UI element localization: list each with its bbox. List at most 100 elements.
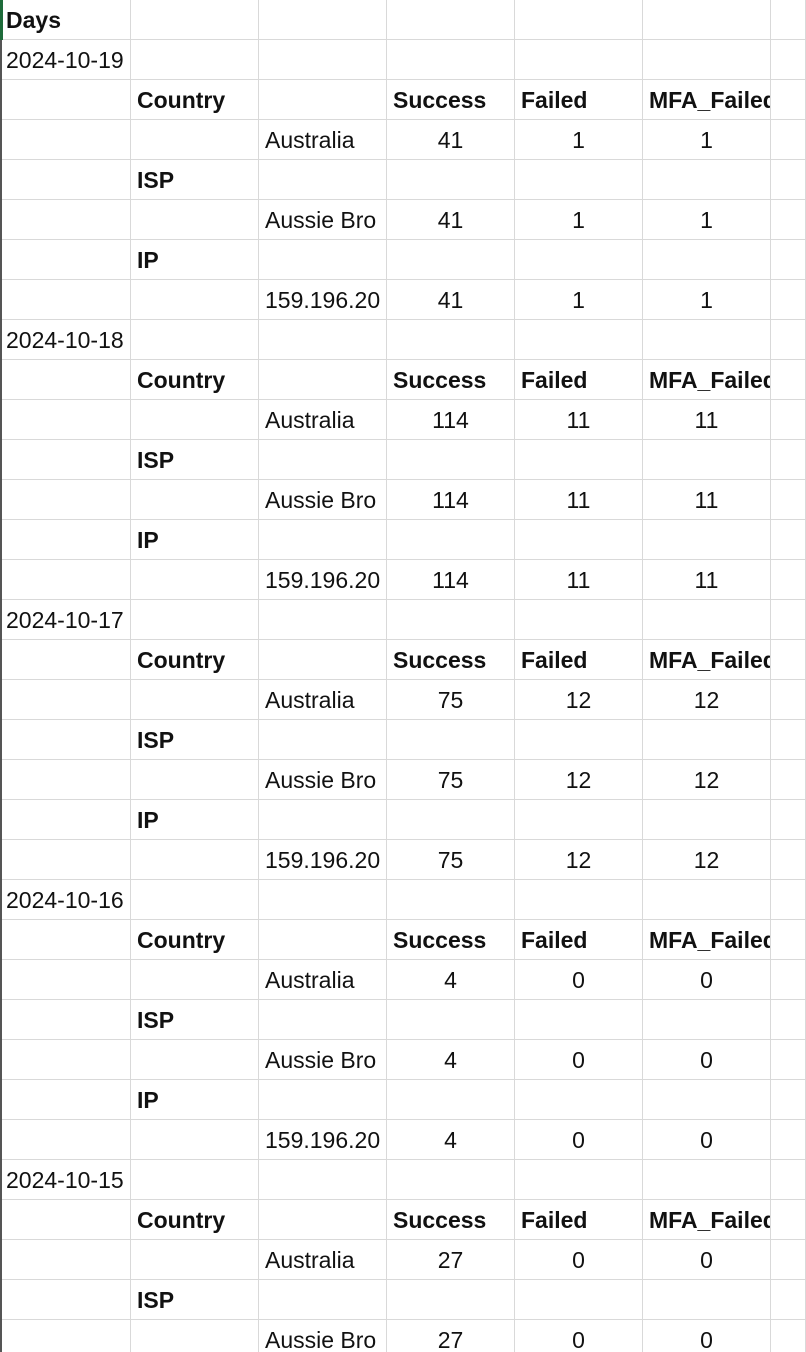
cell[interactable] bbox=[771, 200, 806, 240]
cell[interactable] bbox=[771, 880, 806, 920]
cell[interactable] bbox=[515, 1080, 643, 1120]
cell[interactable] bbox=[259, 160, 387, 200]
cell[interactable] bbox=[131, 840, 259, 880]
cell-text[interactable]: 4 bbox=[387, 1040, 515, 1080]
cell[interactable] bbox=[771, 1160, 806, 1200]
cell[interactable] bbox=[259, 80, 387, 120]
cell[interactable] bbox=[259, 520, 387, 560]
cell[interactable] bbox=[0, 1080, 131, 1120]
cell[interactable] bbox=[259, 1000, 387, 1040]
cell[interactable] bbox=[0, 1000, 131, 1040]
cell[interactable] bbox=[259, 1160, 387, 1200]
cell-text[interactable]: 114 bbox=[387, 400, 515, 440]
cell[interactable] bbox=[131, 1160, 259, 1200]
cell[interactable] bbox=[771, 280, 806, 320]
cell[interactable] bbox=[0, 1320, 131, 1352]
cell-text[interactable]: Success bbox=[387, 640, 515, 680]
cell-text[interactable]: ISP bbox=[131, 160, 259, 200]
cell-text[interactable]: MFA_Failed bbox=[643, 360, 771, 400]
cell[interactable] bbox=[515, 440, 643, 480]
cell[interactable] bbox=[643, 520, 771, 560]
cell[interactable] bbox=[259, 600, 387, 640]
cell[interactable] bbox=[259, 440, 387, 480]
cell[interactable] bbox=[131, 1120, 259, 1160]
cell[interactable] bbox=[771, 680, 806, 720]
cell-text[interactable]: 0 bbox=[515, 1040, 643, 1080]
cell[interactable] bbox=[515, 240, 643, 280]
cell[interactable] bbox=[387, 1080, 515, 1120]
cell-text[interactable]: Failed bbox=[515, 80, 643, 120]
cell[interactable] bbox=[771, 480, 806, 520]
cell[interactable] bbox=[259, 1200, 387, 1240]
cell-text[interactable]: Aussie Bro bbox=[259, 1040, 387, 1080]
cell[interactable] bbox=[0, 480, 131, 520]
cell-text[interactable]: 2024-10-16 bbox=[0, 880, 131, 920]
cell[interactable] bbox=[259, 360, 387, 400]
cell[interactable] bbox=[643, 240, 771, 280]
cell-text[interactable]: IP bbox=[131, 240, 259, 280]
cell-text[interactable]: 12 bbox=[643, 840, 771, 880]
cell-text[interactable]: 12 bbox=[643, 760, 771, 800]
cell-text[interactable]: 159.196.20 bbox=[259, 1120, 387, 1160]
cell[interactable] bbox=[387, 40, 515, 80]
cell[interactable] bbox=[771, 1280, 806, 1320]
cell[interactable] bbox=[643, 1160, 771, 1200]
cell[interactable] bbox=[771, 240, 806, 280]
cell-text[interactable]: 11 bbox=[643, 560, 771, 600]
cell[interactable] bbox=[259, 880, 387, 920]
cell[interactable] bbox=[515, 520, 643, 560]
cell[interactable] bbox=[515, 160, 643, 200]
cell-text[interactable]: 0 bbox=[643, 960, 771, 1000]
cell[interactable] bbox=[771, 1080, 806, 1120]
cell-text[interactable]: 1 bbox=[643, 120, 771, 160]
cell[interactable] bbox=[643, 1080, 771, 1120]
cell-text[interactable]: 114 bbox=[387, 480, 515, 520]
cell-text[interactable]: ISP bbox=[131, 1280, 259, 1320]
cell[interactable] bbox=[771, 80, 806, 120]
cell[interactable] bbox=[771, 920, 806, 960]
cell[interactable] bbox=[643, 800, 771, 840]
cell-text[interactable]: Success bbox=[387, 920, 515, 960]
cell[interactable] bbox=[131, 400, 259, 440]
cell[interactable] bbox=[0, 680, 131, 720]
cell[interactable] bbox=[131, 200, 259, 240]
cell[interactable] bbox=[771, 1320, 806, 1352]
cell-text[interactable]: 4 bbox=[387, 960, 515, 1000]
cell[interactable] bbox=[387, 320, 515, 360]
cell-text[interactable]: Australia bbox=[259, 120, 387, 160]
cell-text[interactable]: Success bbox=[387, 1200, 515, 1240]
cell[interactable] bbox=[387, 800, 515, 840]
cell-text[interactable]: 11 bbox=[643, 400, 771, 440]
cell[interactable] bbox=[771, 1200, 806, 1240]
cell[interactable] bbox=[643, 1280, 771, 1320]
cell-text[interactable]: 11 bbox=[515, 480, 643, 520]
cell[interactable] bbox=[771, 720, 806, 760]
cell[interactable] bbox=[643, 440, 771, 480]
cell-text[interactable]: 0 bbox=[643, 1120, 771, 1160]
cell[interactable] bbox=[771, 160, 806, 200]
cell[interactable] bbox=[259, 640, 387, 680]
cell-text[interactable]: MFA_Failed bbox=[643, 1200, 771, 1240]
cell[interactable] bbox=[131, 680, 259, 720]
cell-text[interactable]: 41 bbox=[387, 120, 515, 160]
cell[interactable] bbox=[387, 1160, 515, 1200]
cell[interactable] bbox=[771, 1040, 806, 1080]
cell[interactable] bbox=[771, 0, 806, 40]
cell-text[interactable]: 159.196.20 bbox=[259, 280, 387, 320]
cell[interactable] bbox=[0, 1240, 131, 1280]
cell[interactable] bbox=[771, 520, 806, 560]
cell-text[interactable]: 75 bbox=[387, 760, 515, 800]
cell[interactable] bbox=[643, 600, 771, 640]
cell[interactable] bbox=[131, 880, 259, 920]
cell-text[interactable]: ISP bbox=[131, 440, 259, 480]
cell[interactable] bbox=[643, 0, 771, 40]
cell-text[interactable]: Days bbox=[0, 0, 131, 40]
cell[interactable] bbox=[131, 960, 259, 1000]
cell[interactable] bbox=[131, 280, 259, 320]
cell-text[interactable]: 1 bbox=[643, 200, 771, 240]
cell[interactable] bbox=[387, 440, 515, 480]
cell[interactable] bbox=[643, 160, 771, 200]
cell-text[interactable]: 75 bbox=[387, 680, 515, 720]
cell-text[interactable]: IP bbox=[131, 800, 259, 840]
cell[interactable] bbox=[771, 1000, 806, 1040]
